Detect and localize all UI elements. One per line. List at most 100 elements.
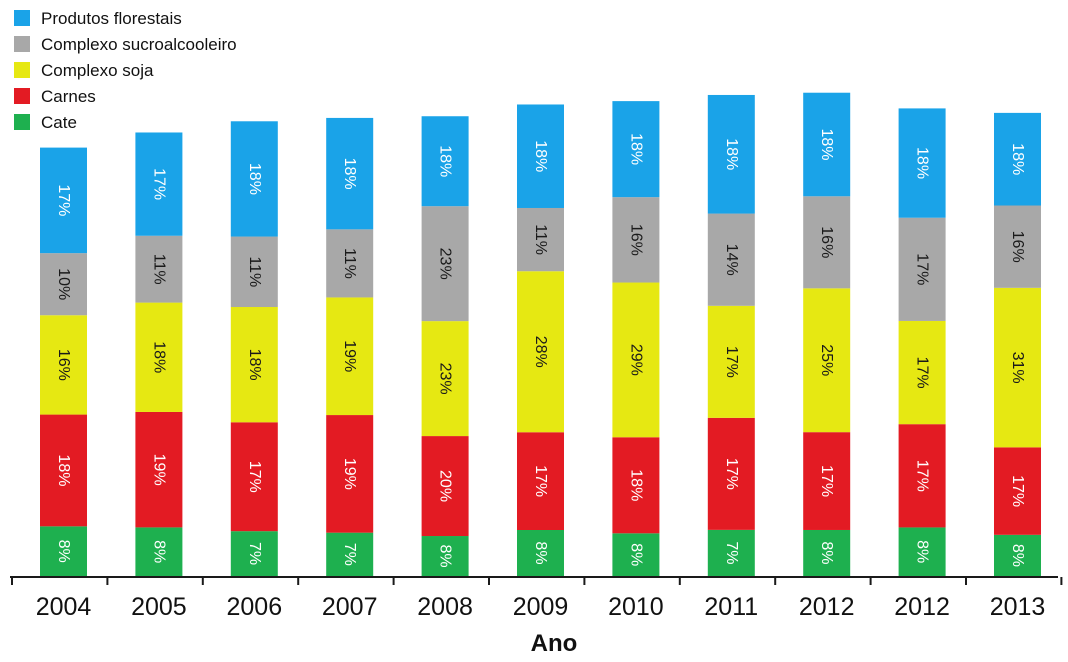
bar-segment-complexo-soja [994,287,1041,448]
bar-segment-cate [230,531,278,576]
bar-value-label: 18% [627,133,644,165]
bar-value-label: 7% [246,542,263,565]
x-tick-label: 2005 [131,593,187,621]
bar-value-label: 8% [914,540,931,563]
bar-segment-complexo-soja [707,305,755,418]
bar-value-label: 16% [627,224,644,256]
bar-segment-carnes [326,415,374,533]
bar-segment-complexo-sucroalcooleiro [326,229,374,298]
bar-segment-produtos-florestais [517,104,564,208]
bar-segment-produtos-florestais [135,132,183,236]
bar-value-label: 8% [150,540,167,563]
legend-label-cate: Cate [41,113,77,132]
bar-value-label: 8% [818,541,835,564]
x-tick-label: 2007 [322,593,378,621]
bar-value-label: 19% [341,340,358,372]
bar-stack-2006-2: 7% 17% 18% 11% 18% [230,121,278,576]
bar-value-label: 8% [1009,544,1026,567]
bar-value-label: 19% [150,454,167,486]
bar-segment-complexo-sucroalcooleiro [707,213,755,306]
bar-segment-produtos-florestais [612,101,660,198]
bar-segment-cate [326,532,374,576]
bar-value-label: 16% [818,226,835,258]
bar-segment-carnes [135,411,183,528]
bar-value-label: 18% [55,454,72,486]
legend-swatch-produtos-florestais [14,10,30,26]
bar-value-label: 11% [532,224,549,255]
bar-stack-2012-9: 8% 17% 17% 17% 18% [898,108,946,576]
bar-segment-carnes [803,432,851,530]
bar-segment-carnes [230,422,278,532]
bar-segment-cate [707,529,755,576]
bar-value-label: 20% [437,470,454,502]
bar-segment-cate [40,526,87,576]
bar-value-label: 16% [55,349,72,381]
bar-value-label: 8% [437,544,454,567]
x-tick-label: 2010 [608,593,664,621]
legend-swatch-carnes [14,88,30,104]
bar-value-label: 17% [150,168,167,200]
bar-segment-carnes [994,447,1041,535]
bar-value-label: 10% [55,268,72,300]
bar-stack-2011-7: 7% 17% 17% 14% 18% [707,94,755,576]
bar-segment-carnes [40,414,87,527]
bar-value-label: 18% [532,140,549,172]
bar-segment-complexo-soja [326,297,374,416]
x-tick-label: 2004 [36,593,92,621]
bar-value-label: 23% [437,363,454,395]
x-tick-label: 2006 [226,593,282,621]
x-tick-label: 2011 [704,593,758,621]
bar-segment-complexo-soja [803,288,851,433]
bar-value-label: 17% [532,465,549,497]
bar-segment-complexo-sucroalcooleiro [421,206,469,322]
x-tick-label: 2013 [990,593,1046,621]
bar-segment-produtos-florestais [898,108,946,218]
bar-value-label: 23% [437,248,454,280]
bar-stack-2007-3: 7% 19% 19% 11% 18% [326,117,374,576]
bar-value-label: 17% [914,460,931,492]
bar-segment-produtos-florestais [803,92,851,197]
legend-swatch-complexo-sucroalcooleiro [14,36,30,52]
bar-value-label: 7% [341,543,358,566]
legend-swatch-cate [14,114,30,130]
bar-segment-produtos-florestais [707,94,755,214]
bar-segment-cate [421,536,469,576]
bar-segment-cate [994,534,1041,576]
bar-segment-complexo-soja [517,271,564,433]
bar-segment-cate [803,529,851,576]
bar-stack-2012-8: 8% 17% 25% 16% 18% [803,92,851,576]
bar-segment-carnes [517,432,564,530]
bar-segment-cate [898,527,946,576]
x-tick-label: 2012 [799,593,855,621]
bar-value-label: 8% [627,543,644,566]
bar-segment-complexo-soja [898,320,946,425]
bar-segment-complexo-soja [230,307,278,423]
bar-value-label: 18% [246,163,263,195]
bar-value-label: 31% [1009,352,1026,384]
bar-segment-complexo-soja [612,282,660,438]
legend-swatch-complexo-soja [14,62,30,78]
bar-value-label: 18% [341,158,358,190]
x-tick-label: 2012 [894,593,950,621]
bar-stack-2013-10: 8% 17% 31% 16% 18% [994,112,1041,576]
bar-segment-carnes [898,424,946,528]
bar-segment-complexo-soja [40,315,87,415]
bar-value-label: 28% [532,336,549,368]
bar-stack-2009-5: 8% 17% 28% 11% 18% [517,104,564,576]
bar-segment-carnes [707,417,755,530]
bar-value-label: 11% [341,248,358,279]
bar-value-label: 14% [723,244,740,276]
bar-segment-complexo-sucroalcooleiro [994,205,1041,288]
bar-value-label: 17% [723,346,740,378]
x-axis-title: Ano [531,630,578,657]
bar-value-label: 18% [914,147,931,179]
bar-segment-produtos-florestais [421,116,469,207]
bar-value-label: 11% [150,254,167,285]
bar-value-label: 17% [914,253,931,285]
bar-segment-complexo-soja [135,302,183,412]
bar-value-label: 18% [723,138,740,170]
bar-stack-2005-1: 8% 19% 18% 11% 17% [135,132,183,576]
legend-label-produtos-florestais: Produtos florestais [41,9,182,28]
